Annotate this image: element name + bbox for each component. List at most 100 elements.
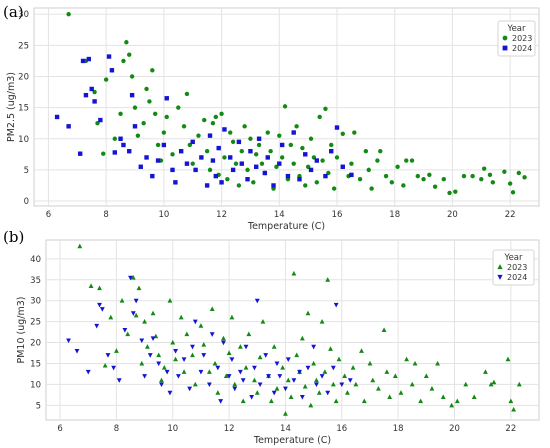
data-point [130, 275, 136, 280]
data-point [66, 338, 71, 344]
data-point [266, 374, 271, 379]
data-point [323, 106, 328, 112]
data-point [101, 151, 106, 156]
data-point [282, 104, 288, 109]
data-point [138, 164, 143, 169]
data-point [349, 161, 354, 166]
data-point [339, 382, 345, 388]
data-point [142, 374, 148, 379]
data-point [167, 298, 173, 303]
data-point [283, 386, 288, 392]
x-axis-label: Temperature (C) [253, 435, 331, 446]
data-point [334, 155, 340, 160]
data-point [109, 68, 115, 73]
data-point [118, 111, 123, 117]
x-tick-label: 6 [46, 210, 51, 220]
data-point [361, 398, 367, 404]
data-point [349, 172, 354, 178]
data-point [328, 346, 333, 351]
y-tick-label: 25 [18, 41, 29, 51]
data-point [173, 348, 179, 354]
data-point [429, 385, 435, 391]
y-tick-label: 25 [30, 318, 41, 328]
data-point [401, 183, 406, 188]
data-point [219, 111, 224, 117]
panel-label: (a) [3, 3, 24, 21]
data-point [398, 390, 404, 395]
data-point [325, 277, 331, 282]
data-point [106, 54, 112, 59]
data-point [144, 344, 150, 349]
data-point [268, 398, 274, 404]
data-point [331, 186, 337, 191]
data-point [108, 314, 114, 320]
data-point [175, 374, 181, 379]
y-tick-label: 0 [24, 197, 29, 207]
data-point [404, 356, 410, 362]
data-point [147, 99, 152, 104]
data-point [256, 142, 262, 148]
y-tick-label: 40 [30, 255, 41, 265]
data-point [409, 381, 415, 387]
data-point [271, 390, 277, 396]
data-point [347, 378, 353, 383]
data-point [229, 357, 235, 362]
data-point [359, 348, 364, 353]
data-point [376, 385, 381, 391]
data-point [232, 386, 238, 392]
data-point [387, 394, 393, 399]
data-point [237, 344, 243, 349]
data-point [206, 369, 212, 374]
data-point [285, 377, 291, 383]
y-tick-label: 15 [18, 104, 29, 114]
data-point [178, 149, 184, 154]
data-point [333, 302, 339, 308]
data-point [221, 340, 226, 346]
x-tick-label: 14 [280, 424, 291, 434]
data-point [184, 331, 190, 337]
data-point [201, 342, 207, 347]
data-point [305, 365, 311, 371]
data-point [311, 344, 317, 350]
data-point [230, 167, 236, 173]
data-point [181, 124, 187, 129]
data-point [325, 390, 331, 396]
data-point [112, 150, 117, 155]
data-point [409, 158, 415, 163]
legend-title: Year [504, 253, 524, 263]
data-point [463, 381, 469, 387]
data-point [239, 161, 244, 166]
data-point [294, 352, 300, 358]
data-point [190, 139, 195, 145]
data-point [262, 170, 268, 176]
data-point [454, 398, 460, 404]
data-point [389, 180, 395, 185]
data-point [196, 133, 201, 138]
data-point [139, 360, 145, 366]
data-point [240, 398, 246, 404]
data-point [243, 344, 249, 350]
data-point [488, 381, 494, 387]
data-point [254, 164, 259, 169]
data-point [202, 117, 207, 123]
data-point [156, 361, 162, 367]
x-tick-label: 8 [103, 210, 108, 220]
data-point [254, 298, 260, 304]
data-point [236, 139, 242, 145]
data-point [132, 124, 138, 129]
data-point [291, 270, 297, 276]
data-point [375, 158, 380, 163]
data-point [260, 318, 266, 324]
data-point [283, 411, 288, 416]
data-point [236, 183, 242, 188]
data-point [206, 382, 212, 388]
data-point [97, 302, 102, 308]
data-point [215, 390, 221, 395]
y-tick-label: 20 [30, 339, 41, 349]
data-point [412, 360, 418, 366]
data-point [94, 323, 100, 329]
data-point [133, 312, 139, 318]
data-point [92, 99, 97, 104]
data-point [302, 383, 308, 389]
